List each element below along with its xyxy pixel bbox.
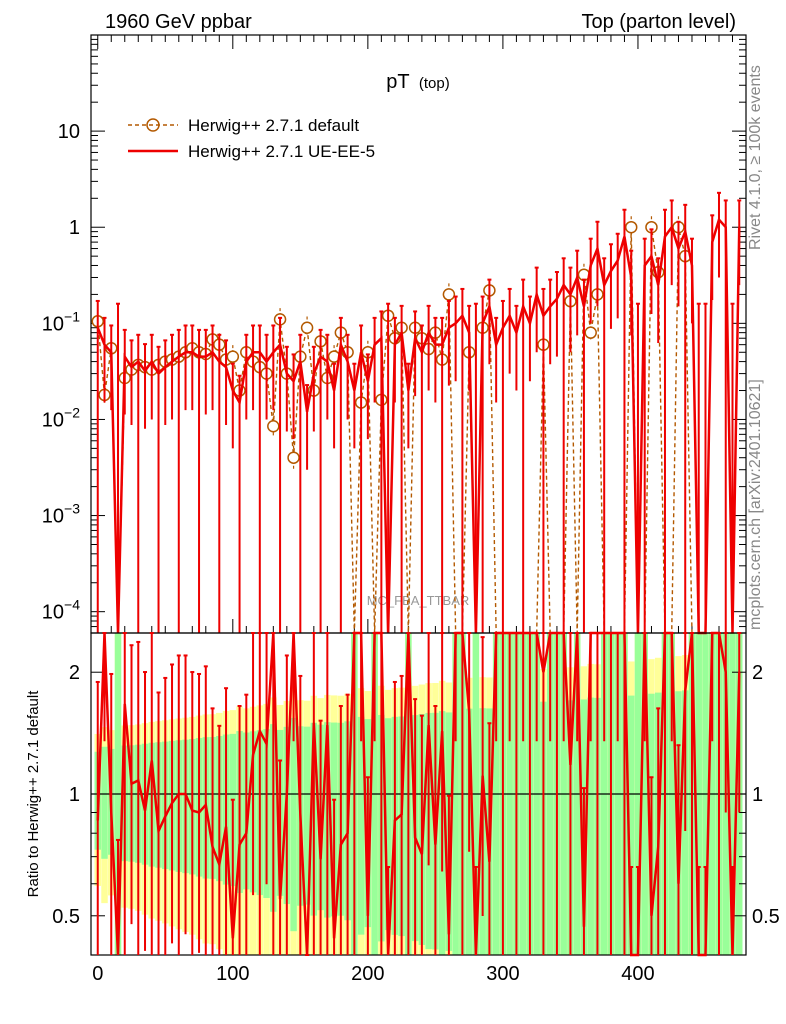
x-tick-label: 0 [92, 963, 103, 985]
ratio-series-line [96, 631, 741, 957]
plot-title-main: pT [386, 71, 409, 93]
y-tick-label-base: 10 [42, 602, 64, 624]
legend-label-ue-ee-5: Herwig++ 2.7.1 UE-EE-5 [188, 142, 375, 161]
ratio-y-tick-label-left: 2 [69, 662, 80, 684]
y-tick-label-exp: −4 [64, 597, 80, 613]
y-tick-label-exp: −1 [64, 308, 80, 324]
data-point-default [624, 220, 638, 234]
y-tick-label-exp: −3 [64, 501, 80, 517]
ratio-y-tick-label-left: 0.5 [52, 906, 80, 928]
y-tick-label-base: 10 [42, 506, 64, 528]
x-tick-label: 200 [351, 963, 384, 985]
x-tick-label: 100 [216, 963, 249, 985]
mcplots-label: mcplots.cern.ch [arXiv:2401.10621] [747, 379, 764, 630]
data-point-default [300, 321, 314, 334]
y-tick-label: 10 [58, 121, 80, 143]
plot-title-sub: (top) [419, 75, 450, 92]
series-ue-ee-5 [95, 191, 742, 635]
legend-label-default: Herwig++ 2.7.1 default [188, 116, 359, 135]
band-inner [627, 695, 635, 955]
plot-title: pT (top) [386, 71, 449, 93]
band-inner [303, 726, 311, 905]
band-inner [384, 718, 392, 931]
y-tick-label: 10−2 [42, 404, 80, 431]
analysis-watermark: MC_FBA_TTBAR [367, 593, 470, 608]
y-tick-label-base: 10 [58, 121, 80, 143]
y-tick-label-base: 10 [42, 313, 64, 335]
y-tick-label-exp: −2 [64, 404, 80, 420]
main-axis-ticks [91, 35, 746, 634]
ratio-series-ue-ee-5 [95, 631, 742, 957]
data-point-default [442, 288, 456, 301]
y-tick-label: 1 [69, 217, 80, 239]
rivet-label: Rivet 4.1.0, ≥ 100k events [747, 65, 764, 250]
y-tick-label: 10−1 [42, 308, 80, 335]
ratio-y-tick-label-right: 2 [752, 662, 763, 684]
series-default-line [97, 227, 740, 634]
band-inner [587, 697, 594, 955]
x-tick-labels: 0 100 200 300 400 [92, 963, 654, 985]
y-tick-label: 10−4 [42, 597, 80, 624]
process-label: Top (parton level) [581, 11, 736, 33]
data-point-default [287, 451, 300, 464]
y-tick-label: 10−3 [42, 501, 80, 528]
legend: Herwig++ 2.7.1 default Herwig++ 2.7.1 UE… [128, 116, 375, 161]
y-tick-label-base: 1 [69, 217, 80, 239]
series-ue-ee-5-line [96, 217, 741, 635]
y-tick-label-base: 10 [42, 409, 64, 431]
ratio-y-tick-labels: 0.5 0.5 1 1 2 2 [52, 662, 780, 928]
ratio-y-tick-label-right: 1 [752, 784, 763, 806]
ratio-y-tick-label-left: 1 [69, 784, 80, 806]
legend-marker-default [146, 118, 160, 132]
x-tick-label: 400 [621, 963, 654, 985]
data-point-default [226, 350, 240, 363]
ratio-y-axis-label: Ratio to Herwig++ 2.7.1 default [25, 690, 42, 898]
band-inner [101, 746, 108, 859]
ratio-y-tick-label-right: 0.5 [752, 906, 780, 928]
data-point-default [584, 326, 597, 339]
band-inner [357, 716, 365, 935]
x-tick-label: 300 [486, 963, 519, 985]
data-point-default [267, 419, 280, 433]
band-inner [290, 717, 297, 932]
energy-label: 1960 GeV ppbar [105, 11, 252, 33]
